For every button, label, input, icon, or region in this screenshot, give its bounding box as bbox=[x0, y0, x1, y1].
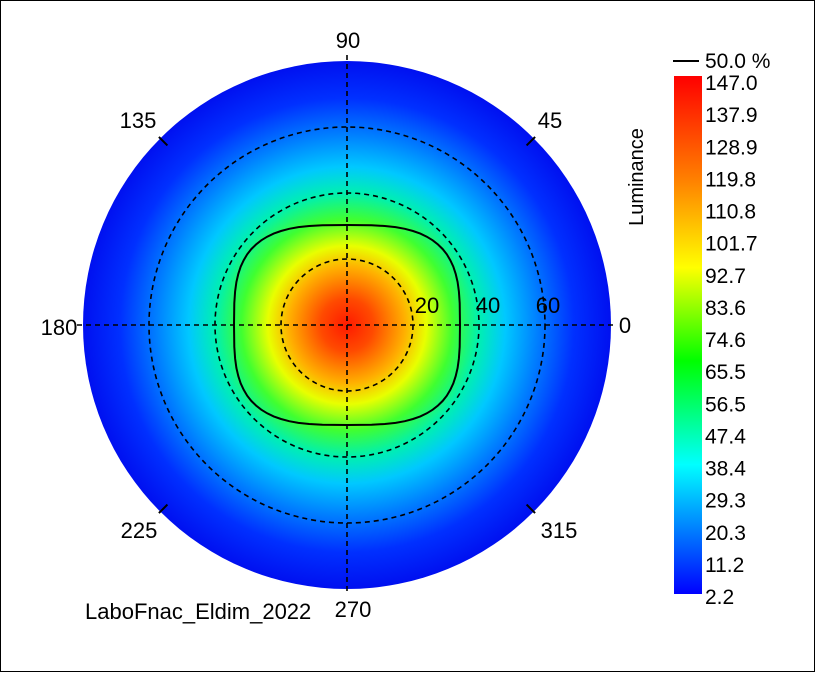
colorbar-tick-6: 92.7 bbox=[705, 265, 746, 288]
radial-label-20: 20 bbox=[415, 293, 439, 318]
azimuth-label-90: 90 bbox=[336, 28, 360, 53]
rim-tick-225 bbox=[158, 503, 169, 514]
colorbar-tick-0: 147.0 bbox=[705, 72, 758, 95]
colorbar-tick-4: 110.8 bbox=[705, 201, 756, 224]
azimuth-label-45: 45 bbox=[538, 108, 562, 133]
colorbar-tick-10: 56.5 bbox=[705, 393, 746, 416]
azimuth-label-135: 135 bbox=[120, 108, 157, 133]
colorbar-tick-7: 83.6 bbox=[705, 297, 746, 320]
contour-50-percent bbox=[232, 223, 462, 427]
colorbar-tick-15: 11.2 bbox=[705, 554, 744, 577]
colorbar-tick-3: 119.8 bbox=[705, 168, 756, 191]
chart-caption: LaboFnac_Eldim_2022 bbox=[85, 599, 311, 624]
colorbar-tick-11: 47.4 bbox=[705, 425, 746, 448]
contour-legend-label: 50.0 % bbox=[705, 50, 770, 73]
colorbar-tick-13: 29.3 bbox=[705, 490, 746, 513]
colorbar-tick-16: 2.2 bbox=[705, 586, 734, 609]
colorbar-tick-8: 74.6 bbox=[705, 329, 746, 352]
radial-label-60: 60 bbox=[536, 293, 560, 318]
rim-tick-315 bbox=[525, 503, 536, 514]
azimuth-label-270: 270 bbox=[335, 597, 372, 622]
rim-tick-45 bbox=[525, 136, 536, 147]
azimuth-label-180: 180 bbox=[41, 315, 78, 340]
colorbar-tick-9: 65.5 bbox=[705, 361, 746, 384]
radial-label-40: 40 bbox=[476, 293, 500, 318]
azimuth-label-315: 315 bbox=[541, 518, 578, 543]
colorbar-tick-12: 38.4 bbox=[705, 458, 746, 481]
colorbar-tick-5: 101.7 bbox=[705, 233, 758, 256]
azimuth-label-225: 225 bbox=[121, 518, 158, 543]
colorbar-tick-1: 137.9 bbox=[705, 104, 758, 127]
colorbar-tick-14: 20.3 bbox=[705, 522, 746, 545]
colorbar bbox=[674, 76, 702, 594]
colorbar-quantity-label: Luminance bbox=[626, 128, 648, 226]
colorbar-tick-2: 128.9 bbox=[705, 136, 758, 159]
rim-tick-135 bbox=[158, 136, 169, 147]
azimuth-label-0: 0 bbox=[619, 313, 631, 338]
